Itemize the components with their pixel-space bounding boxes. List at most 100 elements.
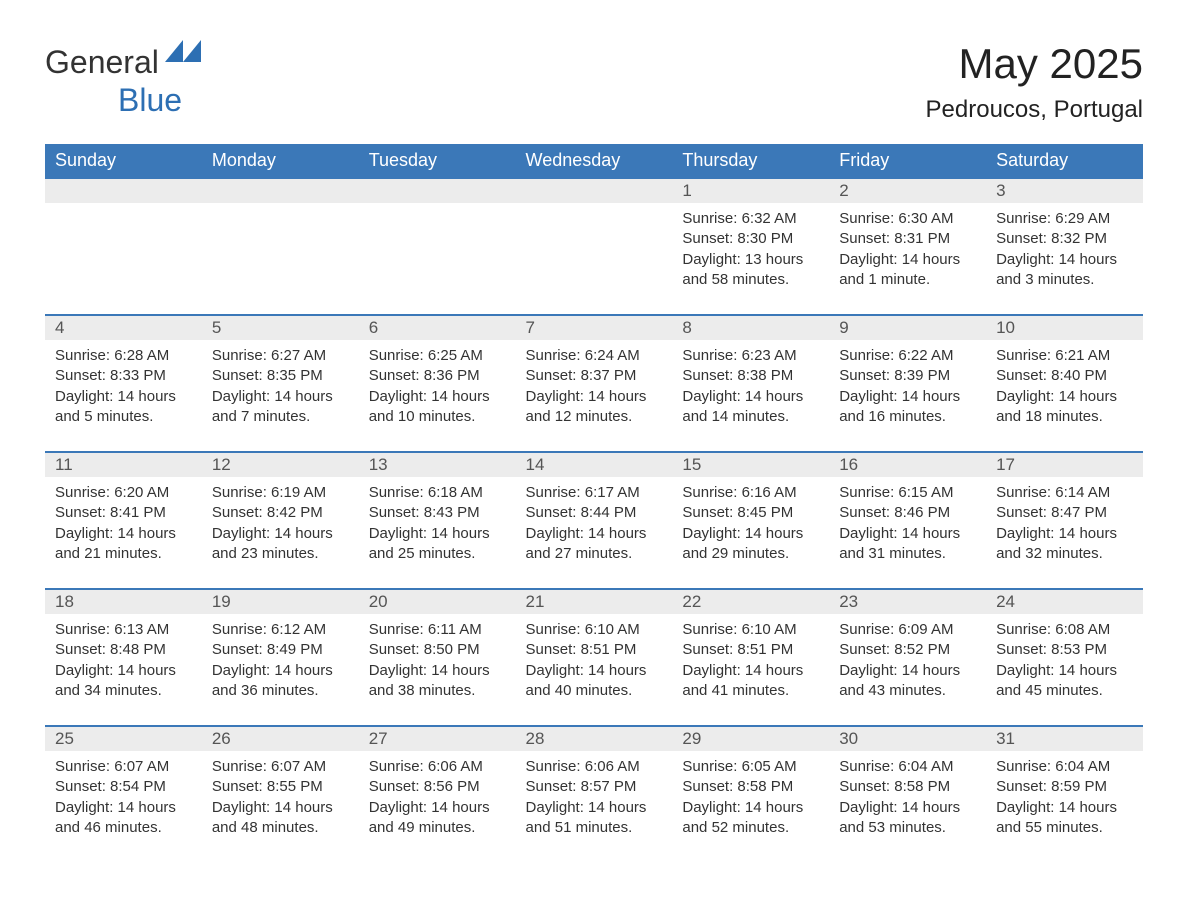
daylight-line: Daylight: 14 hours and 12 minutes. bbox=[526, 387, 663, 428]
sunrise-line: Sunrise: 6:22 AM bbox=[839, 346, 976, 366]
daylight-line: Daylight: 13 hours and 58 minutes. bbox=[682, 250, 819, 291]
sunrise-line: Sunrise: 6:15 AM bbox=[839, 483, 976, 503]
daylight-line: Daylight: 14 hours and 32 minutes. bbox=[996, 524, 1133, 565]
sunset-line: Sunset: 8:51 PM bbox=[682, 640, 819, 660]
brand-sub: Blue bbox=[118, 82, 182, 119]
daylight-line: Daylight: 14 hours and 23 minutes. bbox=[212, 524, 349, 565]
day-number-cell: 25 bbox=[45, 726, 202, 751]
sunrise-line: Sunrise: 6:04 AM bbox=[996, 757, 1133, 777]
day-number-cell: 9 bbox=[829, 315, 986, 340]
day-detail-cell bbox=[45, 203, 202, 315]
sunrise-line: Sunrise: 6:20 AM bbox=[55, 483, 192, 503]
sunrise-line: Sunrise: 6:16 AM bbox=[682, 483, 819, 503]
sunset-line: Sunset: 8:54 PM bbox=[55, 777, 192, 797]
day-detail-row: Sunrise: 6:07 AM Sunset: 8:54 PM Daylight:… bbox=[45, 751, 1143, 862]
sunrise-line: Sunrise: 6:14 AM bbox=[996, 483, 1133, 503]
daylight-line: Daylight: 14 hours and 1 minute. bbox=[839, 250, 976, 291]
day-detail-cell: Sunrise: 6:23 AMSunset: 8:38 PMDaylight:… bbox=[672, 340, 829, 452]
daylight-line: Daylight: 14 hours and 5 minutes. bbox=[55, 387, 192, 428]
sunrise-line: Sunrise: 6:04 AM bbox=[839, 757, 976, 777]
sunset-line: Sunset: 8:55 PM bbox=[212, 777, 349, 797]
day-detail-cell: Sunrise: 6:07 AMSunset: 8:54 PMDaylight:… bbox=[45, 751, 202, 862]
day-detail-cell bbox=[202, 203, 359, 315]
sunset-line: Sunset: 8:51 PM bbox=[526, 640, 663, 660]
daylight-line: Daylight: 14 hours and 36 minutes. bbox=[212, 661, 349, 702]
sunset-line: Sunset: 8:53 PM bbox=[996, 640, 1133, 660]
sunset-line: Sunset: 8:58 PM bbox=[839, 777, 976, 797]
day-number-cell: 3 bbox=[986, 178, 1143, 203]
sunset-line: Sunset: 8:33 PM bbox=[55, 366, 192, 386]
sunrise-line: Sunrise: 6:19 AM bbox=[212, 483, 349, 503]
sunset-line: Sunset: 8:50 PM bbox=[369, 640, 506, 660]
sunrise-line: Sunrise: 6:11 AM bbox=[369, 620, 506, 640]
sunrise-line: Sunrise: 6:10 AM bbox=[526, 620, 663, 640]
weekday-header: Tuesday bbox=[359, 144, 516, 178]
sunset-line: Sunset: 8:56 PM bbox=[369, 777, 506, 797]
day-number-cell: 27 bbox=[359, 726, 516, 751]
day-detail-cell: Sunrise: 6:11 AMSunset: 8:50 PMDaylight:… bbox=[359, 614, 516, 726]
sunset-line: Sunset: 8:47 PM bbox=[996, 503, 1133, 523]
day-number-cell: 30 bbox=[829, 726, 986, 751]
header: General May 2025 Pedroucos, Portugal bbox=[45, 40, 1143, 124]
day-detail-cell bbox=[359, 203, 516, 315]
day-number-cell: 7 bbox=[516, 315, 673, 340]
day-number-cell: 16 bbox=[829, 452, 986, 477]
day-number-cell bbox=[516, 178, 673, 203]
sunrise-line: Sunrise: 6:25 AM bbox=[369, 346, 506, 366]
daylight-line: Daylight: 14 hours and 53 minutes. bbox=[839, 798, 976, 839]
sunrise-line: Sunrise: 6:13 AM bbox=[55, 620, 192, 640]
day-number-row: 18192021222324 bbox=[45, 589, 1143, 614]
daylight-line: Daylight: 14 hours and 27 minutes. bbox=[526, 524, 663, 565]
daylight-line: Daylight: 14 hours and 18 minutes. bbox=[996, 387, 1133, 428]
day-number-cell: 28 bbox=[516, 726, 673, 751]
sunset-line: Sunset: 8:37 PM bbox=[526, 366, 663, 386]
day-number-cell: 29 bbox=[672, 726, 829, 751]
day-detail-cell: Sunrise: 6:19 AMSunset: 8:42 PMDaylight:… bbox=[202, 477, 359, 589]
brand-logo: General bbox=[45, 40, 205, 85]
sunset-line: Sunset: 8:38 PM bbox=[682, 366, 819, 386]
daylight-line: Daylight: 14 hours and 48 minutes. bbox=[212, 798, 349, 839]
daylight-line: Daylight: 14 hours and 25 minutes. bbox=[369, 524, 506, 565]
daylight-line: Daylight: 14 hours and 40 minutes. bbox=[526, 661, 663, 702]
sunset-line: Sunset: 8:36 PM bbox=[369, 366, 506, 386]
sunset-line: Sunset: 8:59 PM bbox=[996, 777, 1133, 797]
day-number-cell: 5 bbox=[202, 315, 359, 340]
sunrise-line: Sunrise: 6:27 AM bbox=[212, 346, 349, 366]
day-number-cell: 4 bbox=[45, 315, 202, 340]
day-number-cell: 10 bbox=[986, 315, 1143, 340]
sunset-line: Sunset: 8:30 PM bbox=[682, 229, 819, 249]
daylight-line: Daylight: 14 hours and 3 minutes. bbox=[996, 250, 1133, 291]
day-detail-row: Sunrise: 6:13 AMSunset: 8:48 PMDaylight:… bbox=[45, 614, 1143, 726]
sunrise-line: Sunrise: 6:09 AM bbox=[839, 620, 976, 640]
day-detail-cell: Sunrise: 6:06 AMSunset: 8:57 PMDaylight:… bbox=[516, 751, 673, 862]
day-number-row: 123 bbox=[45, 178, 1143, 203]
weekday-header: Monday bbox=[202, 144, 359, 178]
day-number-cell bbox=[45, 178, 202, 203]
daylight-line: Daylight: 14 hours and 49 minutes. bbox=[369, 798, 506, 839]
sunrise-line: Sunrise: 6:07 AM bbox=[212, 757, 349, 777]
day-number-cell: 31 bbox=[986, 726, 1143, 751]
day-number-cell: 14 bbox=[516, 452, 673, 477]
day-number-cell: 22 bbox=[672, 589, 829, 614]
day-detail-cell: Sunrise: 6:20 AMSunset: 8:41 PMDaylight:… bbox=[45, 477, 202, 589]
sunrise-line: Sunrise: 6:05 AM bbox=[682, 757, 819, 777]
daylight-line: Daylight: 14 hours and 7 minutes. bbox=[212, 387, 349, 428]
daylight-line: Daylight: 14 hours and 51 minutes. bbox=[526, 798, 663, 839]
sunrise-line: Sunrise: 6:06 AM bbox=[369, 757, 506, 777]
month-title: May 2025 bbox=[926, 40, 1143, 88]
day-number-cell: 26 bbox=[202, 726, 359, 751]
day-number-cell: 2 bbox=[829, 178, 986, 203]
day-detail-cell: Sunrise: 6:05 AMSunset: 8:58 PMDaylight:… bbox=[672, 751, 829, 862]
day-detail-cell: Sunrise: 6:12 AMSunset: 8:49 PMDaylight:… bbox=[202, 614, 359, 726]
sunrise-line: Sunrise: 6:18 AM bbox=[369, 483, 506, 503]
day-detail-cell: Sunrise: 6:09 AMSunset: 8:52 PMDaylight:… bbox=[829, 614, 986, 726]
sunset-line: Sunset: 8:52 PM bbox=[839, 640, 976, 660]
daylight-line: Daylight: 14 hours and 34 minutes. bbox=[55, 661, 192, 702]
day-detail-cell: Sunrise: 6:04 AMSunset: 8:58 PMDaylight:… bbox=[829, 751, 986, 862]
weekday-header: Saturday bbox=[986, 144, 1143, 178]
brand-main: General bbox=[45, 44, 159, 81]
daylight-line: Daylight: 14 hours and 29 minutes. bbox=[682, 524, 819, 565]
day-detail-cell: Sunrise: 6:13 AMSunset: 8:48 PMDaylight:… bbox=[45, 614, 202, 726]
daylight-line: Daylight: 14 hours and 31 minutes. bbox=[839, 524, 976, 565]
day-detail-cell: Sunrise: 6:28 AMSunset: 8:33 PMDaylight:… bbox=[45, 340, 202, 452]
